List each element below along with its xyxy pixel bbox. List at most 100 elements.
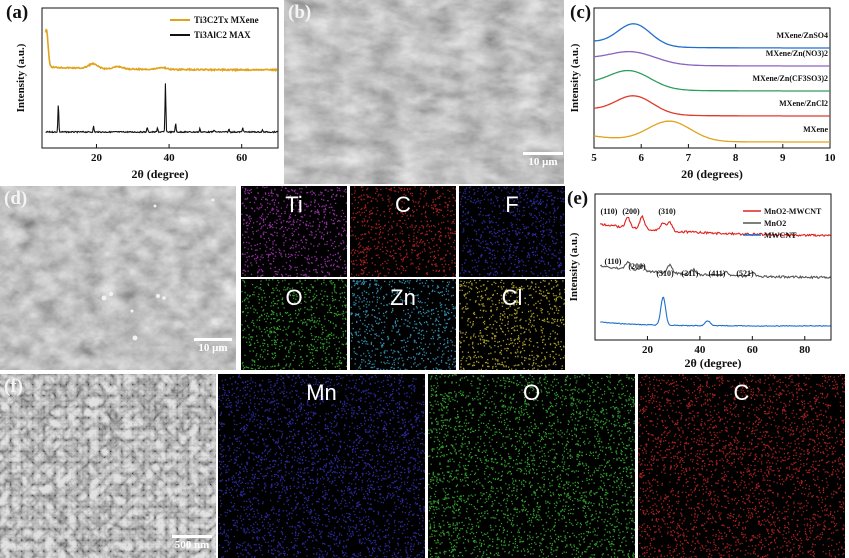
peak-annotation-mid-e: (521): [736, 269, 754, 278]
plot-frame-a: [41, 7, 279, 149]
panel-label-b: (b): [288, 2, 312, 23]
panel-label-c: (c): [570, 2, 592, 23]
series-line-e-0: [599, 214, 831, 238]
eds-map-d-ti-label: Ti: [285, 192, 303, 217]
eds-map-f-mn-label: Mn: [306, 380, 337, 405]
eds-maps-d: Ti C F O Zn Cl: [241, 186, 565, 370]
x-tick-label-c: 10: [825, 152, 837, 164]
chart-c: 5 6 7 8 9 10 2θ (degrees) Intensity (a.u.) MXene…: [569, 7, 837, 181]
eds-map-d-o-label: O: [285, 285, 303, 310]
scale-bar-b: 10 μm: [523, 152, 563, 168]
x-tick-label-e: 80: [799, 344, 811, 356]
y-axis-label-a: Intensity (a.u.): [15, 43, 27, 112]
series-label-c-1: MXene/Zn(NO3)2: [766, 49, 828, 58]
series-line-c-2: [593, 69, 830, 92]
series-line-c-0: [594, 23, 830, 49]
sem-image-f: (f): [0, 374, 216, 558]
eds-map-d-o: O: [241, 279, 347, 370]
peak-annotation-top-e: (110): [601, 207, 618, 216]
x-tick-label-a: 40: [164, 152, 176, 164]
eds-maps-f: Mn O C: [218, 374, 849, 558]
x-tick-label-c: 8: [733, 152, 739, 164]
x-tick-label-c: 5: [591, 152, 597, 164]
series-line-e-1: [599, 260, 831, 280]
x-tick-label-c: 9: [780, 152, 786, 164]
legend-label-a-0: Ti3C2Tx MXene: [194, 15, 259, 25]
scale-bar-text-f: 500 nm: [174, 539, 210, 551]
eds-map-d-f: F: [459, 186, 565, 277]
eds-map-d-ti: Ti: [241, 186, 347, 277]
chart-e: 20 40 60 80 2θ (degree) Intensity (a.u.) MnO2-…: [568, 193, 832, 370]
panel-label-d: (d): [4, 188, 28, 209]
x-axis-label-a: 2θ (degree): [131, 167, 188, 181]
series-line-e-2: [600, 296, 831, 327]
eds-map-d-c-label: C: [395, 192, 411, 217]
x-tick-label-c: 6: [638, 152, 644, 164]
eds-map-d-zn-dots: [350, 279, 456, 370]
scale-bar-line-f: [172, 535, 212, 538]
x-axis-label-c: 2θ (degrees): [681, 167, 743, 181]
series-line-c-3: [593, 95, 830, 117]
panel-a: (a) 20 40 60 2θ (degree) Intensity (a.u.) Ti3…: [0, 0, 284, 184]
series-line-a-0: [44, 28, 279, 73]
peak-annotation-mid-e: (211): [682, 269, 699, 278]
panel-label-e: (e): [567, 188, 589, 209]
legend-label-a-1: Ti3AlC2 MAX: [194, 30, 251, 40]
scale-bar-text-d: 10 μm: [198, 342, 228, 354]
eds-map-d-zn: Zn: [350, 279, 456, 370]
eds-map-f-c-dots: [638, 374, 845, 558]
eds-map-f-mn-dots: [218, 374, 425, 558]
scale-bar-line-b: [523, 152, 563, 155]
legend-label-e-1: MnO2: [764, 219, 786, 228]
x-tick-label-a: 60: [236, 152, 248, 164]
eds-map-f-o: O: [428, 374, 635, 558]
series-line-c-1: [593, 50, 830, 67]
y-axis-label-c: Intensity (a.u.): [569, 43, 581, 112]
eds-map-d-ti-dots: [241, 186, 347, 277]
plot-frame-e: [594, 193, 832, 341]
eds-map-f-c: C: [638, 374, 845, 558]
x-axis-label-e: 2θ (degree): [684, 356, 741, 370]
eds-map-f-c-label: C: [733, 380, 750, 405]
series-label-c-0: MXene/ZnSO4: [776, 31, 828, 40]
scale-bar-f: 500 nm: [172, 535, 212, 551]
eds-map-d-c: C: [350, 186, 456, 277]
legend-label-e-2: MWCNT: [764, 231, 797, 240]
eds-map-f-o-label: O: [522, 380, 541, 405]
eds-map-d-cl-dots: [459, 279, 565, 370]
eds-map-f-mn: Mn: [218, 374, 425, 558]
panel-label-f: (f): [4, 376, 23, 397]
x-tick-label-a: 20: [91, 152, 103, 164]
sem-image-b: (b): [284, 0, 564, 184]
eds-map-f-o-dots: [428, 374, 635, 558]
series-line-c-4: [593, 120, 830, 143]
eds-map-d-c-dots: [350, 186, 456, 277]
series-label-c-2: MXene/Zn(CF3SO3)2: [752, 74, 828, 83]
y-axis-label-e: Intensity (a.u.): [568, 232, 580, 301]
sem-texture-f: [0, 374, 216, 558]
series-line-a-1: [45, 83, 279, 134]
x-tick-label-e: 40: [694, 344, 706, 356]
plot-frame-c: [593, 7, 831, 149]
eds-map-d-o-dots: [241, 279, 347, 370]
panel-e: (e) 20 40 60 80 2θ (degree) Intensity (a.u.) M…: [565, 186, 849, 370]
eds-map-d-cl: Cl: [459, 279, 565, 370]
peak-annotation-mid-e: (110): [605, 257, 622, 266]
particles-d: [101, 198, 215, 341]
peak-annotation-mid-e: (310): [656, 269, 674, 278]
x-tick-label-e: 20: [642, 344, 654, 356]
eds-map-d-cl-label: Cl: [501, 285, 523, 310]
chart-a: 20 40 60 2θ (degree) Intensity (a.u.) Ti3C2Tx…: [15, 7, 279, 181]
x-tick-label-e: 60: [747, 344, 759, 356]
peak-annotation-top-e: (200): [622, 207, 640, 216]
scale-bar-d: 10 μm: [194, 338, 232, 354]
sem-texture-b: [284, 0, 564, 184]
legend-label-e-0: MnO2-MWCNT: [764, 207, 822, 216]
eds-map-d-zn-label: Zn: [390, 285, 416, 310]
scale-bar-line-d: [194, 338, 232, 341]
series-label-c-4: MXene: [803, 125, 828, 134]
series-label-c-3: MXene/ZnCl2: [779, 99, 828, 108]
eds-map-d-f-label: F: [505, 192, 519, 217]
peak-annotation-mid-e: (411): [709, 269, 726, 278]
eds-map-d-f-dots: [459, 186, 565, 277]
